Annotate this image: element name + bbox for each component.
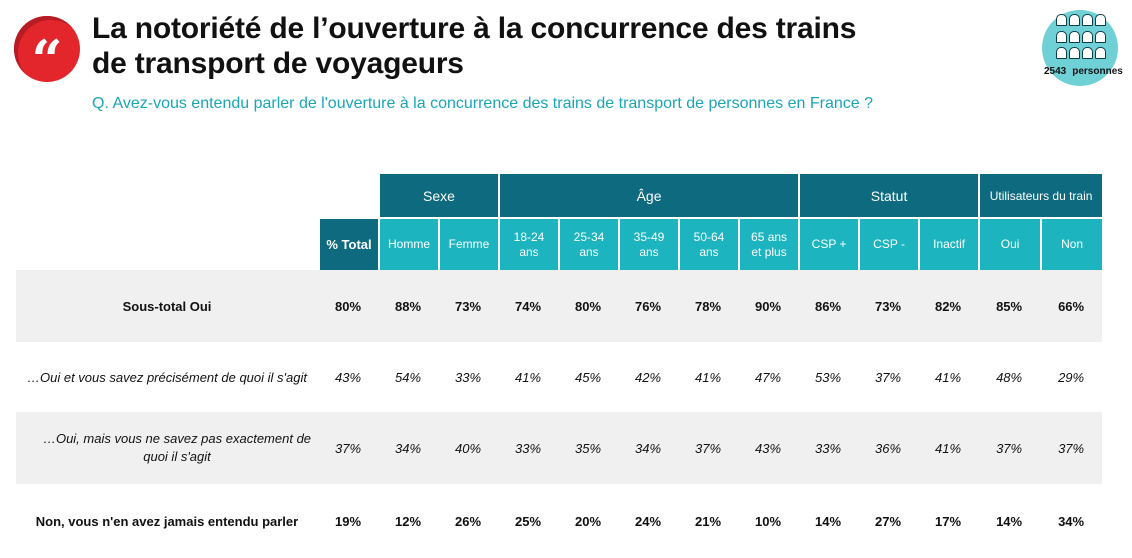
sample-count: 2543 xyxy=(1044,66,1067,77)
group-header-row: Sexe Âge Statut Utilisateurs du train xyxy=(16,174,1103,217)
col-header-inactif: Inactif xyxy=(918,217,979,270)
table-cell: 27% xyxy=(875,513,902,529)
row-label: Sous-total Oui xyxy=(16,270,318,342)
table-cell: 54% xyxy=(394,369,422,385)
col-header-65-plus: 65 ans et plus xyxy=(738,217,799,270)
table-cell: 41% xyxy=(695,369,722,385)
table-cell: 37% xyxy=(875,369,902,385)
table-cell: 20% xyxy=(575,513,602,529)
table-cell: 14% xyxy=(996,513,1023,529)
table-cell: 80% xyxy=(558,270,619,342)
table-cell: 42% xyxy=(635,369,662,385)
col-header-50-64: 50-64 ans xyxy=(678,217,739,270)
row-label: Non, vous n'en avez jamais entendu parle… xyxy=(35,513,299,529)
row-label: …Oui, mais vous ne savez pas exactement … xyxy=(16,412,318,484)
table-cell: 53% xyxy=(815,369,842,385)
col-header-oui: Oui xyxy=(978,217,1041,270)
sample-unit: personnes xyxy=(1072,66,1123,77)
table-cell: 29% xyxy=(1058,369,1085,385)
table-cell: 41% xyxy=(918,412,979,484)
table-cell: 88% xyxy=(378,270,438,342)
table-cell: 66% xyxy=(1040,270,1103,342)
col-header-homme: Homme xyxy=(378,217,438,270)
quote-glyph: “ xyxy=(31,28,63,92)
page-title-line-2: de transport de voyageurs xyxy=(92,47,464,80)
col-header-femme: Femme xyxy=(438,217,499,270)
group-header-sexe: Sexe xyxy=(378,174,499,217)
table-cell: 26% xyxy=(454,513,482,529)
row-label: …Oui et vous savez précisément de quoi i… xyxy=(27,369,307,385)
table-cell: 36% xyxy=(858,412,919,484)
table-cell: 47% xyxy=(755,369,782,385)
table-cell: 19% xyxy=(334,513,362,529)
table-cell: 33% xyxy=(798,412,859,484)
table-cell: 73% xyxy=(438,270,499,342)
table-cell: 12% xyxy=(394,513,422,529)
table-cell: 78% xyxy=(678,270,739,342)
table-cell: 24% xyxy=(635,513,662,529)
table-cell: 86% xyxy=(798,270,859,342)
col-header-35-49: 35-49 ans xyxy=(618,217,679,270)
table-cell: 34% xyxy=(378,412,438,484)
col-header-non: Non xyxy=(1040,217,1103,270)
table-cell: 74% xyxy=(498,270,559,342)
table-cell: 82% xyxy=(918,270,979,342)
table-cell: 33% xyxy=(498,412,559,484)
col-header-total: % Total xyxy=(318,217,378,270)
table-cell: 37% xyxy=(678,412,739,484)
page-title-line-1: La notoriété de l’ouverture à la concurr… xyxy=(92,12,857,45)
table-cell: 80% xyxy=(318,270,378,342)
table-cell: 43% xyxy=(738,412,799,484)
table-cell: 34% xyxy=(618,412,679,484)
table-cell: 48% xyxy=(996,369,1023,385)
table-cell: 73% xyxy=(858,270,919,342)
table-cell: 35% xyxy=(558,412,619,484)
table-cell: 14% xyxy=(815,513,842,529)
table-cell: 90% xyxy=(738,270,799,342)
table-cell: 21% xyxy=(695,513,722,529)
table-cell: 43% xyxy=(334,369,362,385)
table-cell: 25% xyxy=(515,513,542,529)
sample-label: 2543 personnes xyxy=(1044,66,1123,77)
table-cell: 41% xyxy=(935,369,962,385)
group-header-statut: Statut xyxy=(798,174,979,217)
quote-icon: “ xyxy=(14,16,80,87)
page-title: La notoriété de l’ouverture à la concurr… xyxy=(92,11,856,81)
table-cell: 41% xyxy=(515,369,542,385)
table-cell: 85% xyxy=(978,270,1041,342)
group-header-age: Âge xyxy=(498,174,799,217)
results-table: Sexe Âge Statut Utilisateurs du train % … xyxy=(16,174,1103,558)
table-cell: 37% xyxy=(978,412,1041,484)
col-header-25-34: 25-34 ans xyxy=(558,217,619,270)
table-cell: 40% xyxy=(438,412,499,484)
table-cell: 76% xyxy=(618,270,679,342)
table-row: …Oui et vous savez précisément de quoi i… xyxy=(16,342,1102,412)
table-cell: 33% xyxy=(454,369,482,385)
group-header-utilisateurs: Utilisateurs du train xyxy=(978,174,1103,217)
table-row: Sous-total Oui 80% 88% 73% 74% 80% 76% 78% 90% 86… xyxy=(16,270,1103,342)
column-header-row: % Total Homme Femme 18-24 ans 25-34 ans … xyxy=(16,217,1103,270)
table-row: Non, vous n'en avez jamais entendu parle… xyxy=(16,484,1102,558)
col-header-18-24: 18-24 ans xyxy=(498,217,559,270)
table-row: …Oui, mais vous ne savez pas exactement … xyxy=(16,412,1103,484)
sample-size-badge: 2543 personnes xyxy=(1042,10,1126,90)
col-header-csp-minus: CSP - xyxy=(858,217,919,270)
table-cell: 45% xyxy=(575,369,602,385)
col-header-csp-plus: CSP + xyxy=(798,217,859,270)
table-cell: 10% xyxy=(755,513,782,529)
table-cell: 17% xyxy=(935,513,962,529)
table-cell: 37% xyxy=(1040,412,1103,484)
table-cell: 37% xyxy=(318,412,378,484)
survey-question: Q. Avez-vous entendu parler de l'ouvertu… xyxy=(92,95,873,112)
people-group-icon xyxy=(1056,14,1106,62)
table-cell: 34% xyxy=(1058,513,1085,529)
